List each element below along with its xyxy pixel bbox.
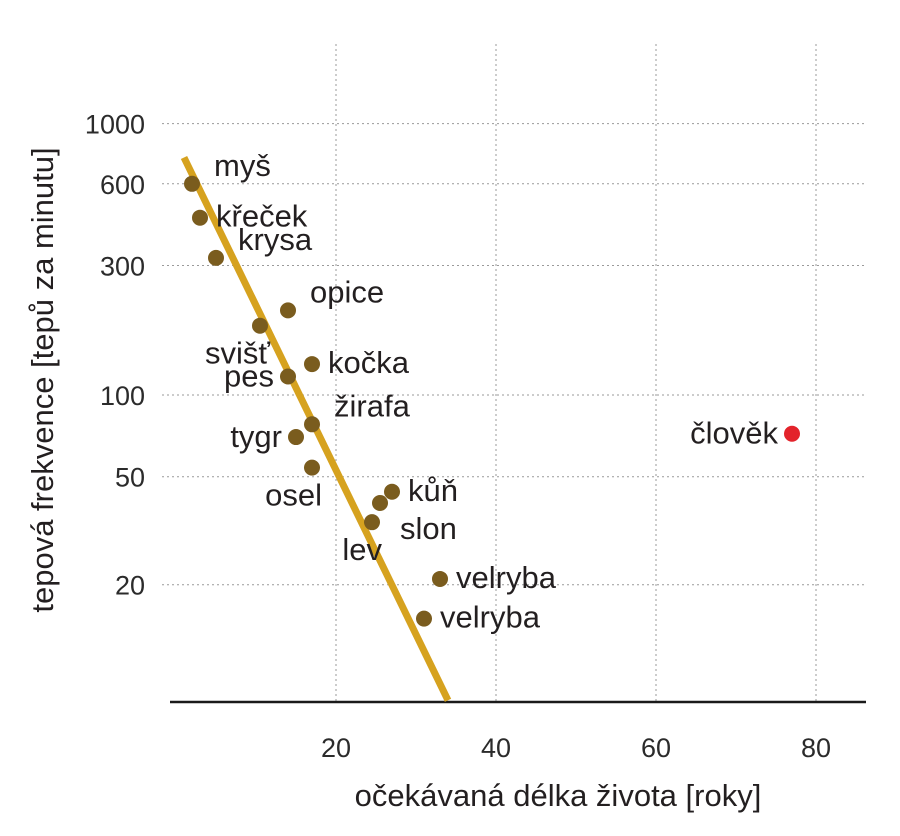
x-axis-title: očekávaná délka života [roky]: [355, 778, 762, 813]
y-tick-label: 50: [115, 463, 145, 493]
data-points: [184, 175, 800, 627]
grid-lines: [162, 44, 866, 702]
animal-point: [304, 416, 320, 433]
point-label: pes: [224, 358, 274, 393]
animal-point: [192, 209, 208, 226]
point-label: kůň: [408, 473, 458, 508]
point-label: krysa: [238, 222, 313, 257]
animal-point: [280, 302, 296, 319]
point-label: lev: [342, 532, 382, 567]
x-tick-labels: 20 40 60 80: [321, 733, 831, 763]
point-label: velryba: [440, 600, 541, 635]
y-tick-label: 600: [100, 170, 145, 200]
point-label: myš: [214, 148, 271, 183]
y-tick-label: 1000: [85, 110, 145, 140]
animal-point: [208, 249, 224, 266]
x-tick-label: 20: [321, 733, 351, 763]
point-label: žirafa: [334, 388, 411, 423]
point-label: opice: [310, 274, 384, 309]
y-tick-label: 20: [115, 571, 145, 601]
y-tick-labels: 20 50 100 300 600 1000: [85, 110, 145, 601]
animal-point: [288, 429, 304, 446]
animal-point: [252, 317, 268, 334]
point-label: tygr: [230, 419, 282, 454]
animal-point: [384, 483, 400, 500]
y-tick-label: 100: [100, 381, 145, 411]
animal-point: [280, 368, 296, 385]
animal-point: [304, 356, 320, 373]
x-tick-label: 80: [801, 733, 831, 763]
point-label: člověk: [690, 416, 778, 451]
point-label: křeček: [216, 199, 308, 234]
point-label: svišť: [205, 336, 270, 371]
point-label: slon: [400, 511, 457, 546]
point-label: velryba: [456, 560, 557, 595]
point-label: osel: [265, 478, 322, 513]
animal-point: [416, 610, 432, 627]
y-tick-label: 300: [100, 252, 145, 282]
point-label: kočka: [328, 345, 410, 380]
animal-point: [364, 514, 380, 531]
x-tick-label: 40: [481, 733, 511, 763]
y-axis-title: tepová frekvence [tepů za minutu]: [25, 147, 60, 612]
x-tick-label: 60: [641, 733, 671, 763]
animal-point: [432, 570, 448, 587]
animal-point: [372, 495, 388, 512]
human-point: [784, 425, 800, 442]
animal-point: [304, 459, 320, 476]
animal-point: [184, 175, 200, 192]
